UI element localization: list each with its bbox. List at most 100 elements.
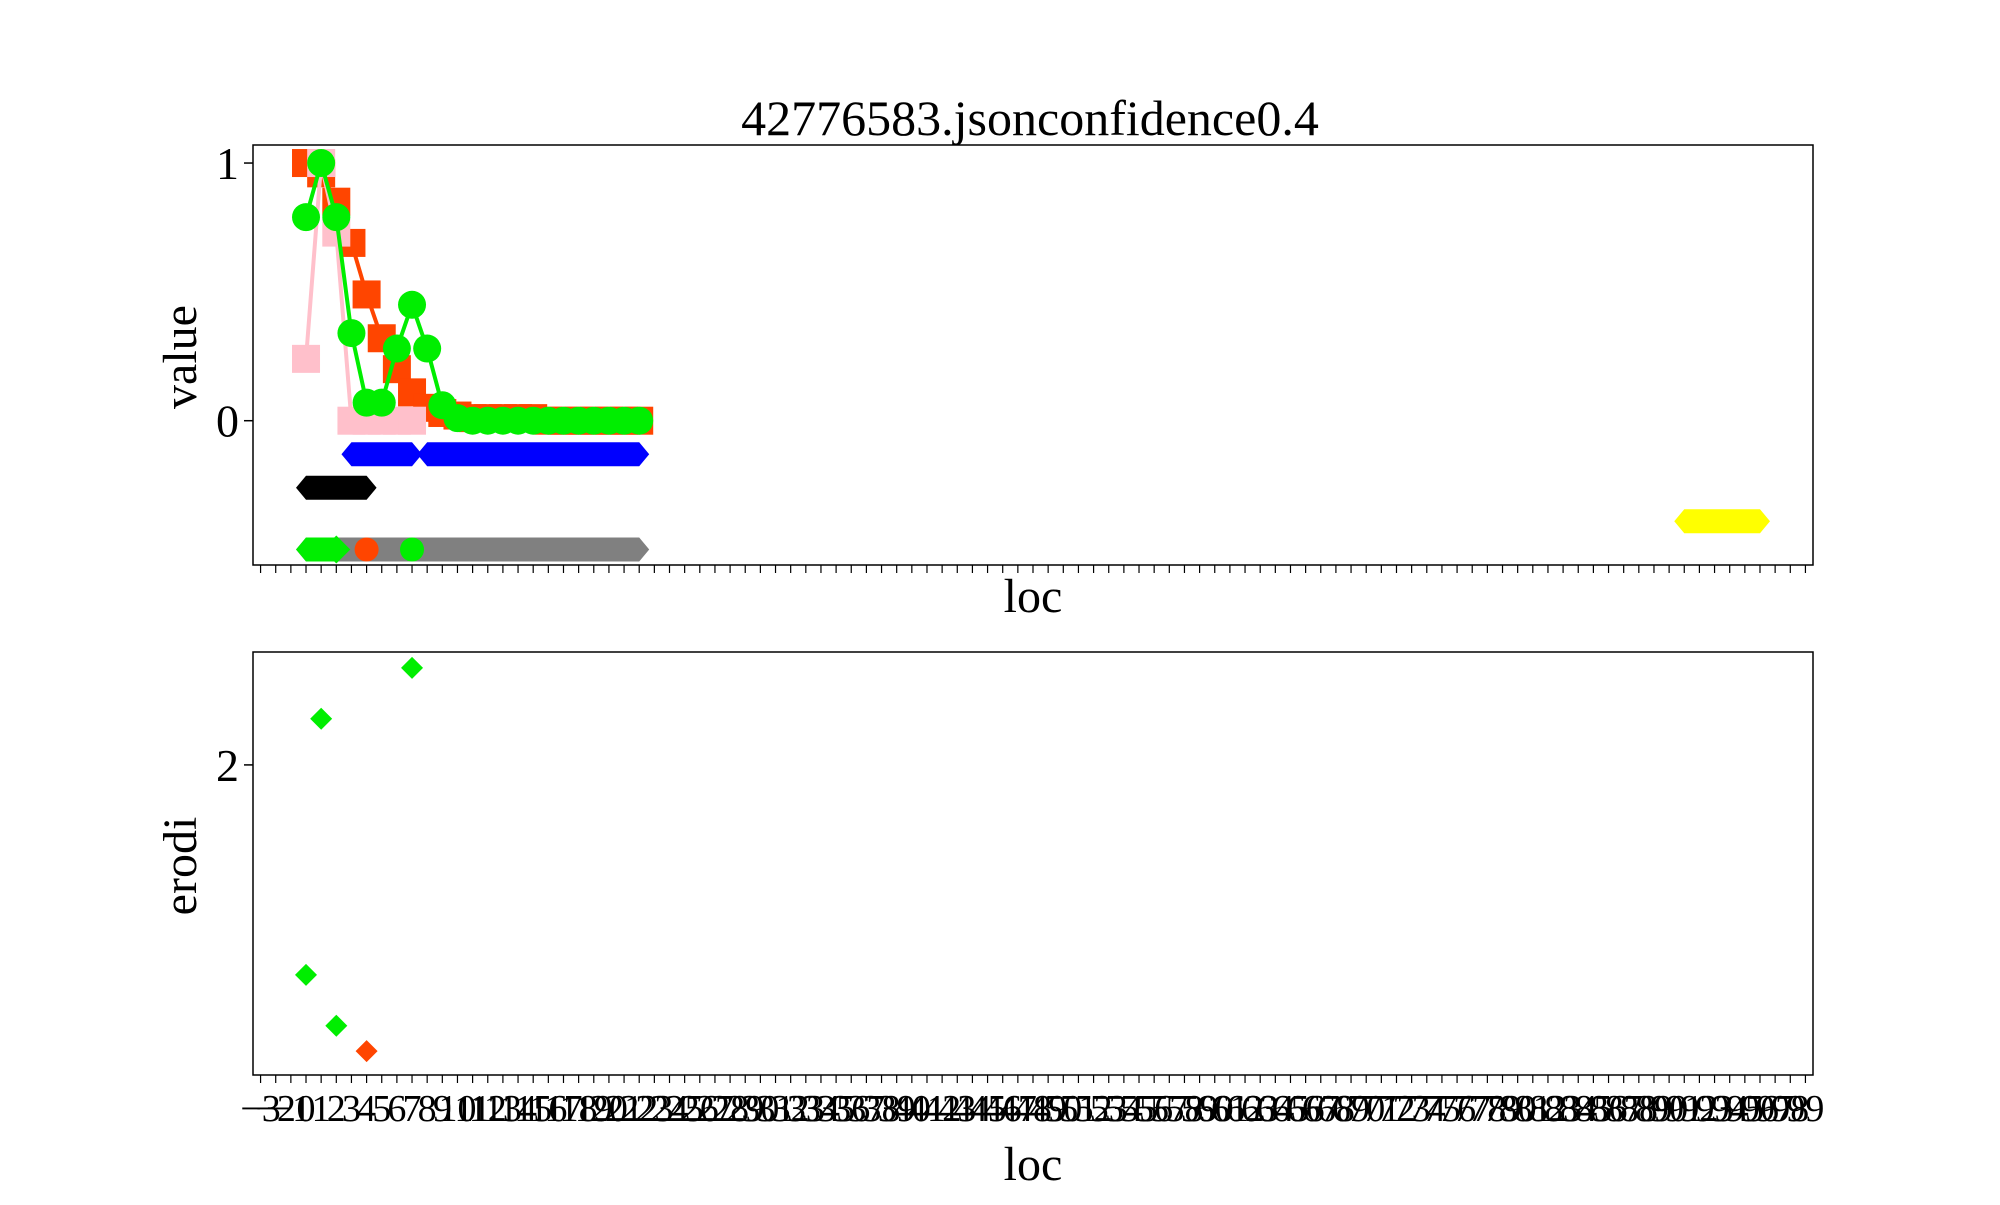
x-tick-label: 23 [635,1088,673,1130]
x-tick-label: 40 [893,1088,931,1130]
top-y-axis-label: value [154,305,207,409]
x-tick-label: 46 [984,1088,1022,1130]
series-point [292,203,321,232]
x-tick-label: 63 [1241,1088,1279,1130]
bottom-y-axis-label: erodi [154,817,207,916]
y-tick-label: 2 [216,740,239,791]
series-point [307,149,336,178]
x-tick-label: 93 [1696,1088,1734,1130]
x-tick-label: 29 [726,1088,764,1130]
series-point [398,406,427,435]
range-segment [296,475,377,500]
x-tick-label: 7 [403,1088,422,1130]
x-tick-label: −1 [271,1088,311,1130]
x-tick-label: 67 [1302,1088,1340,1130]
x-tick-label: 65 [1271,1088,1309,1130]
x-tick-label: 34 [802,1088,840,1130]
scatter-point [310,707,333,730]
x-tick-label: 87 [1605,1088,1643,1130]
x-tick-label: 44 [953,1088,991,1130]
scatter-point [325,1014,348,1037]
series-point [292,344,321,373]
top-x-ticks [259,565,1807,573]
x-tick-label: 16 [529,1088,567,1130]
y-tick-label: 1 [216,138,239,189]
x-tick-label: 78 [1468,1088,1506,1130]
bottom-plot-frame [252,651,1814,1076]
x-tick-label: 18 [560,1088,598,1130]
series-point [352,280,381,309]
x-tick-label: 90 [1650,1088,1688,1130]
top-y-ticks: 01 [216,138,253,447]
x-tick-label: 66 [1287,1088,1325,1130]
x-tick-label: 91 [1665,1088,1703,1130]
x-tick-label: 33 [787,1088,825,1130]
x-tick-label: 17 [544,1088,582,1130]
x-tick-label: 49 [1029,1088,1067,1130]
range-segment [417,442,650,467]
x-tick-label: 48 [1014,1088,1052,1130]
x-tick-label: 86 [1590,1088,1628,1130]
x-tick-label: 14 [499,1088,537,1130]
x-tick-label: 38 [863,1088,901,1130]
x-tick-label: 54 [1105,1088,1143,1130]
x-tick-label: 58 [1165,1088,1203,1130]
x-tick-label: 64 [1256,1088,1294,1130]
x-tick-label: 11 [454,1088,491,1130]
top-panel: 01 loc value [154,138,1814,623]
x-tick-label: 99 [1786,1088,1824,1130]
event-dot [354,537,379,562]
x-tick-label: 6 [387,1088,406,1130]
top-series [292,149,654,435]
x-tick-label: 3 [342,1088,361,1130]
x-tick-label: 81 [1514,1088,1552,1130]
x-tick-label: 39 [878,1088,916,1130]
x-tick-label: 8 [418,1088,437,1130]
x-tick-label: 12 [469,1088,507,1130]
x-tick-label: 69 [1332,1088,1370,1130]
x-tick-label: 89 [1635,1088,1673,1130]
series-point [337,319,366,348]
x-tick-label: 84 [1559,1088,1597,1130]
scatter-point [401,656,424,679]
top-x-axis-label: loc [1004,570,1063,623]
x-tick-label: 52 [1075,1088,1113,1130]
series-point [398,290,427,319]
x-tick-label: 73 [1393,1088,1431,1130]
x-tick-label: 30 [741,1088,779,1130]
x-tick-label: 75 [1423,1088,1461,1130]
x-tick-label: 20 [590,1088,628,1130]
x-tick-label: 41 [908,1088,946,1130]
range-segment [341,442,423,467]
x-tick-label: 13 [484,1088,522,1130]
series-point [367,388,396,417]
x-tick-label: 51 [1059,1088,1097,1130]
x-tick-label: 5 [372,1088,391,1130]
chart-title: 42776583.jsonconfidence0.4 [741,90,1319,146]
event-dot [400,537,425,562]
x-tick-label: 61 [1211,1088,1249,1130]
range-segment [1674,509,1770,534]
x-tick-label: 76 [1438,1088,1476,1130]
series-point [625,406,654,435]
x-tick-label: 1 [312,1088,331,1130]
x-tick-label: 98 [1771,1088,1809,1130]
range-segment [296,537,650,562]
x-tick-label: 43 [938,1088,976,1130]
x-tick-label: 97 [1756,1088,1794,1130]
x-tick-label: 80 [1499,1088,1537,1130]
x-tick-label: 32 [772,1088,810,1130]
x-tick-label: 21 [605,1088,643,1130]
x-tick-label: 53 [1090,1088,1128,1130]
x-tick-label: 79 [1484,1088,1522,1130]
bottom-x-axis-label: loc [1004,1138,1063,1191]
x-tick-label: 28 [711,1088,749,1130]
x-tick-label: 74 [1408,1088,1446,1130]
top-plot-frame [252,144,1814,566]
x-tick-label: 57 [1150,1088,1188,1130]
x-tick-label: 96 [1741,1088,1779,1130]
x-tick-label: 42 [923,1088,961,1130]
top-dots [322,535,425,564]
x-tick-label: 56 [1135,1088,1173,1130]
